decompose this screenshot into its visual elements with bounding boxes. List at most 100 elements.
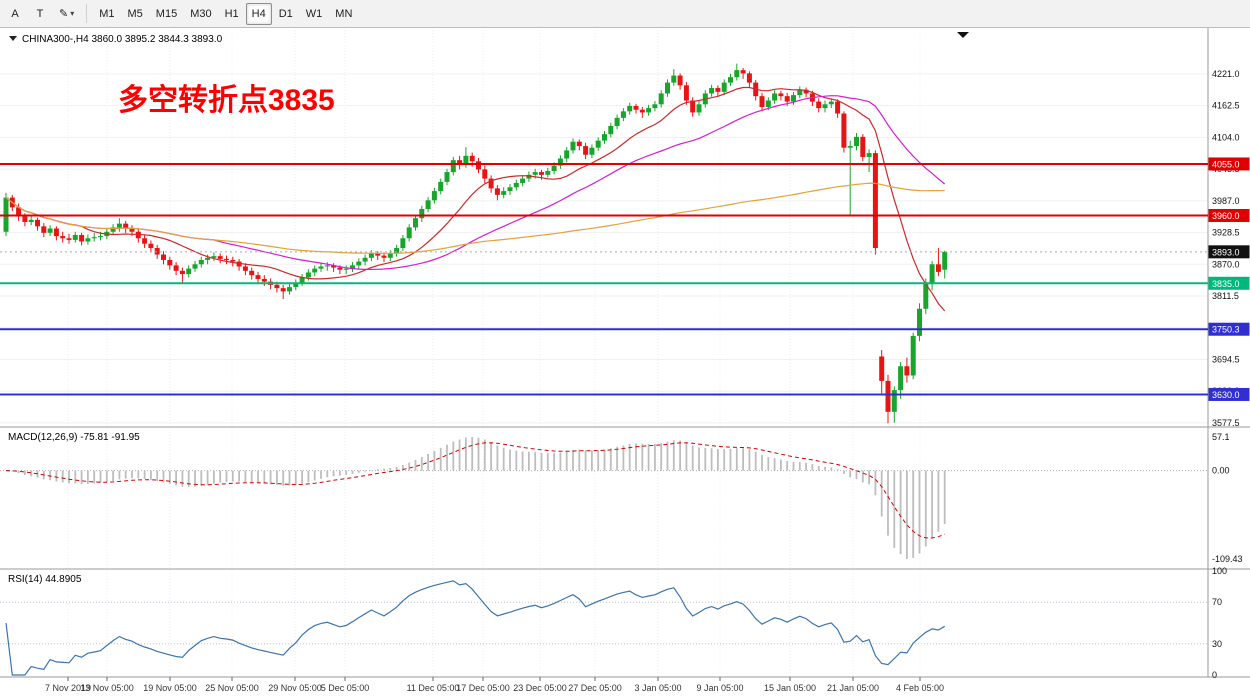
timeframe-w1-button[interactable]: W1 bbox=[300, 3, 329, 25]
candle bbox=[494, 188, 500, 195]
candle bbox=[98, 236, 103, 238]
candle bbox=[356, 261, 362, 266]
candle bbox=[224, 258, 229, 260]
time-label: 3 Jan 05:00 bbox=[634, 683, 681, 693]
candle bbox=[337, 267, 343, 270]
timeframe-mn-button[interactable]: MN bbox=[329, 3, 358, 25]
price-badge[interactable]: 3893.0 bbox=[1208, 245, 1250, 259]
candle bbox=[772, 93, 778, 101]
candle bbox=[583, 146, 589, 155]
candle bbox=[576, 141, 582, 147]
candle bbox=[942, 251, 948, 270]
price-badge[interactable]: 3960.0 bbox=[1208, 208, 1250, 222]
candle bbox=[261, 278, 267, 282]
candle bbox=[646, 108, 652, 113]
timeframe-h4-button[interactable]: H4 bbox=[245, 2, 272, 25]
symbol-dropdown-icon bbox=[9, 36, 17, 41]
candle bbox=[683, 85, 689, 101]
candle bbox=[287, 287, 292, 292]
price-badge[interactable]: 4055.0 bbox=[1208, 157, 1250, 171]
candle bbox=[450, 160, 456, 173]
price-tick-label: 4162.5 bbox=[1212, 101, 1240, 111]
candle bbox=[28, 219, 34, 222]
price-badge[interactable]: 3835.0 bbox=[1208, 276, 1250, 290]
text-tool-button[interactable]: T bbox=[28, 3, 52, 25]
candle bbox=[721, 82, 727, 92]
candle bbox=[791, 95, 796, 102]
candle bbox=[135, 231, 141, 239]
rsi-axis-label: 100 bbox=[1212, 566, 1227, 576]
draw-tool-button[interactable]: ✎ ▾ bbox=[53, 3, 80, 25]
candle bbox=[431, 191, 437, 201]
macd-panel[interactable]: 57.1 0.00 -109.43 bbox=[0, 432, 1243, 564]
price-badge[interactable]: 3630.0 bbox=[1208, 387, 1250, 401]
candle bbox=[854, 136, 859, 147]
time-label: 21 Jan 05:00 bbox=[827, 683, 879, 693]
candle bbox=[879, 356, 885, 381]
candle bbox=[312, 268, 318, 273]
timeframe-m30-button[interactable]: M30 bbox=[184, 3, 217, 25]
rsi-panel[interactable]: 100 70 30 0 bbox=[0, 566, 1227, 680]
cursor-a-button[interactable]: A bbox=[3, 3, 27, 25]
rsi-axis-label: 70 bbox=[1212, 597, 1222, 607]
timeframe-m1-button[interactable]: M1 bbox=[93, 3, 120, 25]
candle bbox=[192, 264, 198, 269]
candle bbox=[16, 207, 22, 217]
candle bbox=[822, 104, 828, 109]
candle bbox=[343, 268, 349, 270]
candle bbox=[217, 256, 223, 259]
candle bbox=[186, 268, 192, 275]
rsi-label: RSI(14) 44.8905 bbox=[8, 574, 82, 585]
price-badge[interactable]: 3750.3 bbox=[1208, 322, 1250, 336]
candle bbox=[438, 181, 444, 192]
svg-text:3630.0: 3630.0 bbox=[1212, 390, 1240, 400]
candle bbox=[173, 265, 179, 271]
time-label: 17 Dec 05:00 bbox=[456, 683, 510, 693]
candle bbox=[293, 283, 299, 288]
timeframe-h1-button[interactable]: H1 bbox=[219, 3, 245, 25]
candle bbox=[406, 227, 412, 239]
time-label: 29 Nov 05:00 bbox=[268, 683, 322, 693]
toolbar: A T ✎ ▾ M1 M5 M15 M30 H1 H4 D1 W1 MN bbox=[0, 0, 1250, 28]
timeframe-m15-button[interactable]: M15 bbox=[150, 3, 183, 25]
time-label: 25 Nov 05:00 bbox=[205, 683, 259, 693]
candle bbox=[614, 117, 620, 126]
ma-line-13 bbox=[5, 86, 946, 312]
macd-label: MACD(12,26,9) -75.81 -91.95 bbox=[8, 432, 140, 443]
candle bbox=[444, 172, 450, 182]
chart-area[interactable]: 4221.04162.54104.04045.53987.03928.53870… bbox=[0, 28, 1250, 698]
candle bbox=[488, 178, 494, 189]
candle bbox=[469, 155, 475, 162]
candle bbox=[148, 243, 154, 249]
candle bbox=[230, 259, 236, 262]
candle bbox=[242, 266, 248, 271]
candle bbox=[595, 140, 601, 148]
time-label: 7 Nov 2019 bbox=[45, 683, 91, 693]
candle bbox=[589, 147, 595, 155]
candle bbox=[847, 146, 853, 148]
candle bbox=[324, 265, 330, 267]
candle bbox=[255, 275, 261, 279]
timeframe-m5-button[interactable]: M5 bbox=[122, 3, 149, 25]
candle bbox=[633, 105, 639, 110]
candle bbox=[545, 171, 551, 175]
candle bbox=[929, 264, 935, 283]
price-lines-layer[interactable]: 4055.0 3960.0 3835.0 3750.3 3630.0 3893.0 bbox=[0, 157, 1250, 401]
candle bbox=[476, 161, 481, 170]
candle bbox=[520, 178, 526, 183]
candle bbox=[665, 82, 670, 94]
candle bbox=[608, 125, 614, 135]
timeframe-d1-button[interactable]: D1 bbox=[273, 3, 299, 25]
candle bbox=[91, 237, 97, 239]
candlestick-panel[interactable] bbox=[3, 63, 948, 424]
candle bbox=[526, 174, 532, 179]
candle bbox=[419, 208, 425, 219]
candle bbox=[66, 238, 72, 240]
candle bbox=[400, 238, 406, 249]
candle bbox=[142, 238, 148, 244]
candle bbox=[715, 88, 721, 92]
candle bbox=[280, 288, 286, 292]
autoscroll-marker bbox=[957, 32, 969, 38]
candle bbox=[866, 153, 872, 157]
price-tick-label: 4221.0 bbox=[1212, 69, 1240, 79]
